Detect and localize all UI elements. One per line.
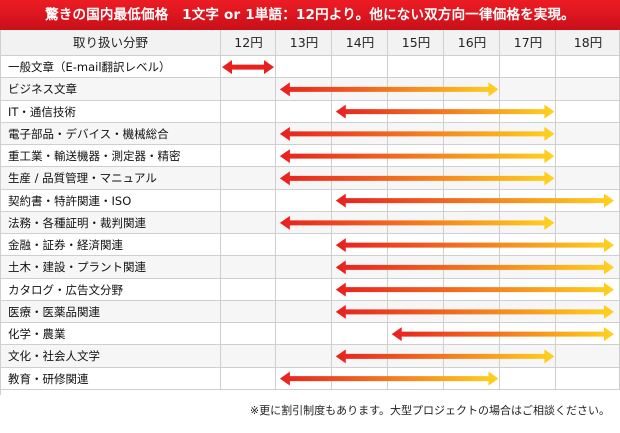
- header-price-label: 12円: [234, 35, 263, 50]
- field-label: 金融・証券・経済関連: [8, 238, 123, 252]
- table-cell: [276, 323, 332, 346]
- price-range-arrow: [279, 171, 555, 186]
- table-cell: [221, 300, 276, 323]
- table-cell: [276, 56, 332, 79]
- footnote: ※更に割引制度もあります。大型プロジェクトの場合はご相談ください。: [249, 404, 610, 417]
- header-field-cell: [0, 30, 221, 56]
- price-range-arrow: [335, 260, 614, 275]
- table-row: [0, 100, 221, 123]
- field-label: 医療・医薬品関連: [8, 304, 100, 319]
- table-cell: [221, 122, 276, 145]
- table-cell: [221, 145, 276, 168]
- field-label: ビジネス文章: [8, 82, 77, 97]
- header-price-label: 16円: [457, 35, 487, 50]
- table-cell: [221, 323, 276, 346]
- table-left-border: [0, 30, 1, 395]
- field-label: 土木・建設・プラント関連: [8, 260, 146, 275]
- header-price-cell: [388, 30, 444, 56]
- table-row: [0, 234, 221, 257]
- field-label: 文化・社会人文学: [8, 349, 100, 364]
- price-range-arrow: [279, 149, 555, 164]
- table-row: [0, 189, 221, 212]
- table-cell: [500, 367, 556, 390]
- field-label: 教育・研修関連: [8, 371, 89, 386]
- price-range-arrow: [335, 238, 614, 253]
- table-cell: [276, 189, 332, 212]
- field-label: 電子部品・デバイス・機械総合: [8, 126, 169, 141]
- table-cell: [276, 278, 332, 301]
- table-row: [0, 345, 221, 368]
- table-cell: [276, 256, 332, 279]
- field-label: 生産 / 品質管理・マニュアル: [8, 171, 157, 186]
- table-cell: [221, 256, 276, 279]
- price-range-arrow: [335, 304, 614, 319]
- table-row: [0, 211, 221, 234]
- table-cell: [221, 100, 276, 123]
- table-row: [0, 323, 221, 346]
- table-cell: [221, 211, 276, 234]
- title-banner: 驚きの国内最低価格 1文字 or 1単語：12円より。他にない双方向一律価格を実…: [0, 0, 620, 30]
- header-price-label: 18円: [573, 35, 603, 50]
- table-row: [0, 78, 221, 101]
- price-range-arrow: [279, 215, 555, 230]
- field-label: 化学・農業: [8, 327, 66, 341]
- field-label: 一般文章（E-mail翻訳レベル）: [8, 60, 171, 74]
- header-field-label: 取り扱い分野: [72, 35, 148, 50]
- table-row: [0, 300, 221, 323]
- price-range-arrow: [335, 349, 555, 364]
- table-row: [0, 167, 221, 190]
- table-cell: [332, 323, 388, 346]
- table-cell: [221, 278, 276, 301]
- table-cell: [221, 167, 276, 190]
- header-price-cell: [500, 30, 556, 56]
- table-row: [0, 145, 221, 168]
- price-range-arrow: [279, 371, 499, 386]
- table-cell: [221, 345, 276, 368]
- table-cell: [276, 234, 332, 257]
- table-cell: [444, 56, 500, 79]
- table-cell: [388, 56, 444, 79]
- field-label: 重工業・輸送機器・測定器・精密: [8, 149, 181, 163]
- field-label: 契約書・特許関連・ISO: [8, 193, 132, 208]
- price-range-arrow: [391, 327, 614, 342]
- field-label: IT・通信技術: [8, 104, 76, 119]
- table-cell: [276, 100, 332, 123]
- table-cell: [276, 300, 332, 323]
- price-range-arrow: [279, 126, 555, 141]
- header-price-cell: [444, 30, 500, 56]
- header-price-cell: [221, 30, 276, 56]
- table-row: [0, 367, 221, 390]
- table-row: [0, 122, 221, 145]
- table-cell: [276, 345, 332, 368]
- header-price-label: 15円: [401, 35, 431, 50]
- header-price-label: 14円: [345, 35, 375, 50]
- table-cell: [221, 78, 276, 101]
- price-range-arrow: [335, 282, 614, 297]
- table-cell: [500, 78, 556, 101]
- price-range-arrow: [279, 82, 499, 97]
- field-label: カタログ・広告文分野: [8, 282, 123, 297]
- field-label: 法務・各種証明・裁判関連: [8, 215, 146, 230]
- header-price-cell: [276, 30, 332, 56]
- table-cell: [221, 234, 276, 257]
- table-row: [0, 278, 221, 301]
- table-row: [0, 56, 221, 79]
- header-price-label: 13円: [289, 35, 319, 50]
- header-price-cell: [332, 30, 388, 56]
- table-cell: [500, 56, 556, 79]
- table-cell: [332, 56, 388, 79]
- price-range-arrow: [335, 104, 555, 119]
- header-price-label: 17円: [513, 35, 543, 50]
- table-row: [0, 256, 221, 279]
- price-range-arrow: [335, 193, 614, 208]
- price-range-arrow: [222, 60, 274, 75]
- table-cell: [221, 189, 276, 212]
- table-cell: [221, 367, 276, 390]
